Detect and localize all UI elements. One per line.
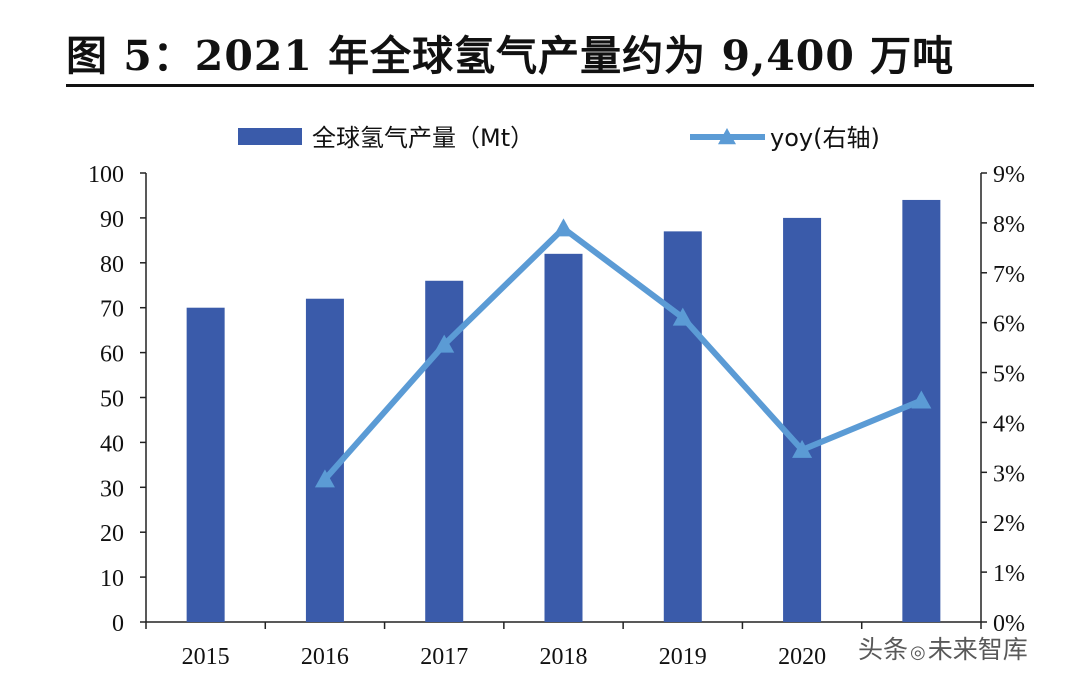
watermark-text-right: 未来智库 — [927, 635, 1028, 664]
y-tick-label-right: 6% — [993, 312, 1025, 338]
x-tick-label: 2019 — [659, 644, 707, 670]
yoy-line — [321, 225, 925, 483]
bar — [186, 307, 225, 622]
y-tick-label-left: 30 — [100, 476, 124, 502]
y-tick-label-left: 80 — [100, 252, 124, 278]
bar — [663, 231, 702, 622]
yoy-point-marker — [314, 469, 335, 488]
x-tick-label: 2016 — [301, 644, 349, 670]
y-tick-label-left: 40 — [100, 431, 124, 457]
y-tick-label-right: 0% — [993, 611, 1025, 637]
bar — [544, 253, 583, 622]
y-tick-label-right: 3% — [993, 461, 1025, 487]
yoy-point-marker — [672, 307, 693, 326]
y-tick-label-left: 90 — [100, 207, 124, 233]
y-tick-label-right: 7% — [993, 262, 1025, 288]
bar — [783, 217, 822, 622]
y-tick-label-right: 8% — [993, 212, 1025, 238]
legend: 全球氢气产量（Mt） yoy(右轴) — [238, 124, 880, 152]
legend-triangle-icon — [718, 128, 736, 145]
y-tick-label-right: 9% — [993, 162, 1025, 188]
figure-title: 图 5：2021 年全球氢气产量约为 9,400 万吨 — [66, 32, 955, 80]
y-tick-label-left: 60 — [100, 342, 124, 368]
y-tick-label-left: 20 — [100, 521, 124, 547]
bar — [902, 199, 941, 622]
y-tick-label-left: 10 — [100, 566, 124, 592]
x-tick-label: 2017 — [420, 644, 468, 670]
yoy-point-marker — [553, 218, 574, 237]
legend-bar-swatch — [238, 128, 302, 145]
yoy-point-marker — [792, 439, 813, 458]
legend-label-production: 全球氢气产量（Mt） — [312, 124, 534, 152]
x-tick-label: 2015 — [182, 644, 230, 670]
bar — [305, 298, 344, 622]
y-tick-label-left: 70 — [100, 297, 124, 323]
line-series — [314, 218, 932, 488]
watermark-text-left: 头条 — [858, 635, 909, 664]
y-tick-label-right: 2% — [993, 511, 1025, 537]
yoy-point-marker — [434, 334, 455, 353]
axes: 0 10 20 30 40 50 60 70 80 90 100 0% 1% 2% 3% 4% 5% 6% 7% 8%… — [88, 162, 1025, 670]
x-tick-label: 2020 — [778, 644, 826, 670]
y-tick-label-right: 5% — [993, 362, 1025, 388]
y-tick-label-right: 4% — [993, 411, 1025, 437]
y-tick-label-left: 50 — [100, 387, 124, 413]
y-tick-label-left: 0 — [112, 611, 124, 637]
y-tick-label-left: 100 — [88, 162, 124, 188]
watermark: 头条 ◎未来智库 — [858, 630, 1028, 666]
bar-series — [186, 199, 941, 622]
title-divider — [66, 84, 1034, 87]
wechat-logo-icon: ◎ — [910, 642, 926, 663]
legend-label-yoy: yoy(右轴) — [770, 124, 880, 152]
y-tick-label-right: 1% — [993, 561, 1025, 587]
x-tick-label: 2018 — [540, 644, 588, 670]
yoy-point-marker — [911, 390, 932, 409]
